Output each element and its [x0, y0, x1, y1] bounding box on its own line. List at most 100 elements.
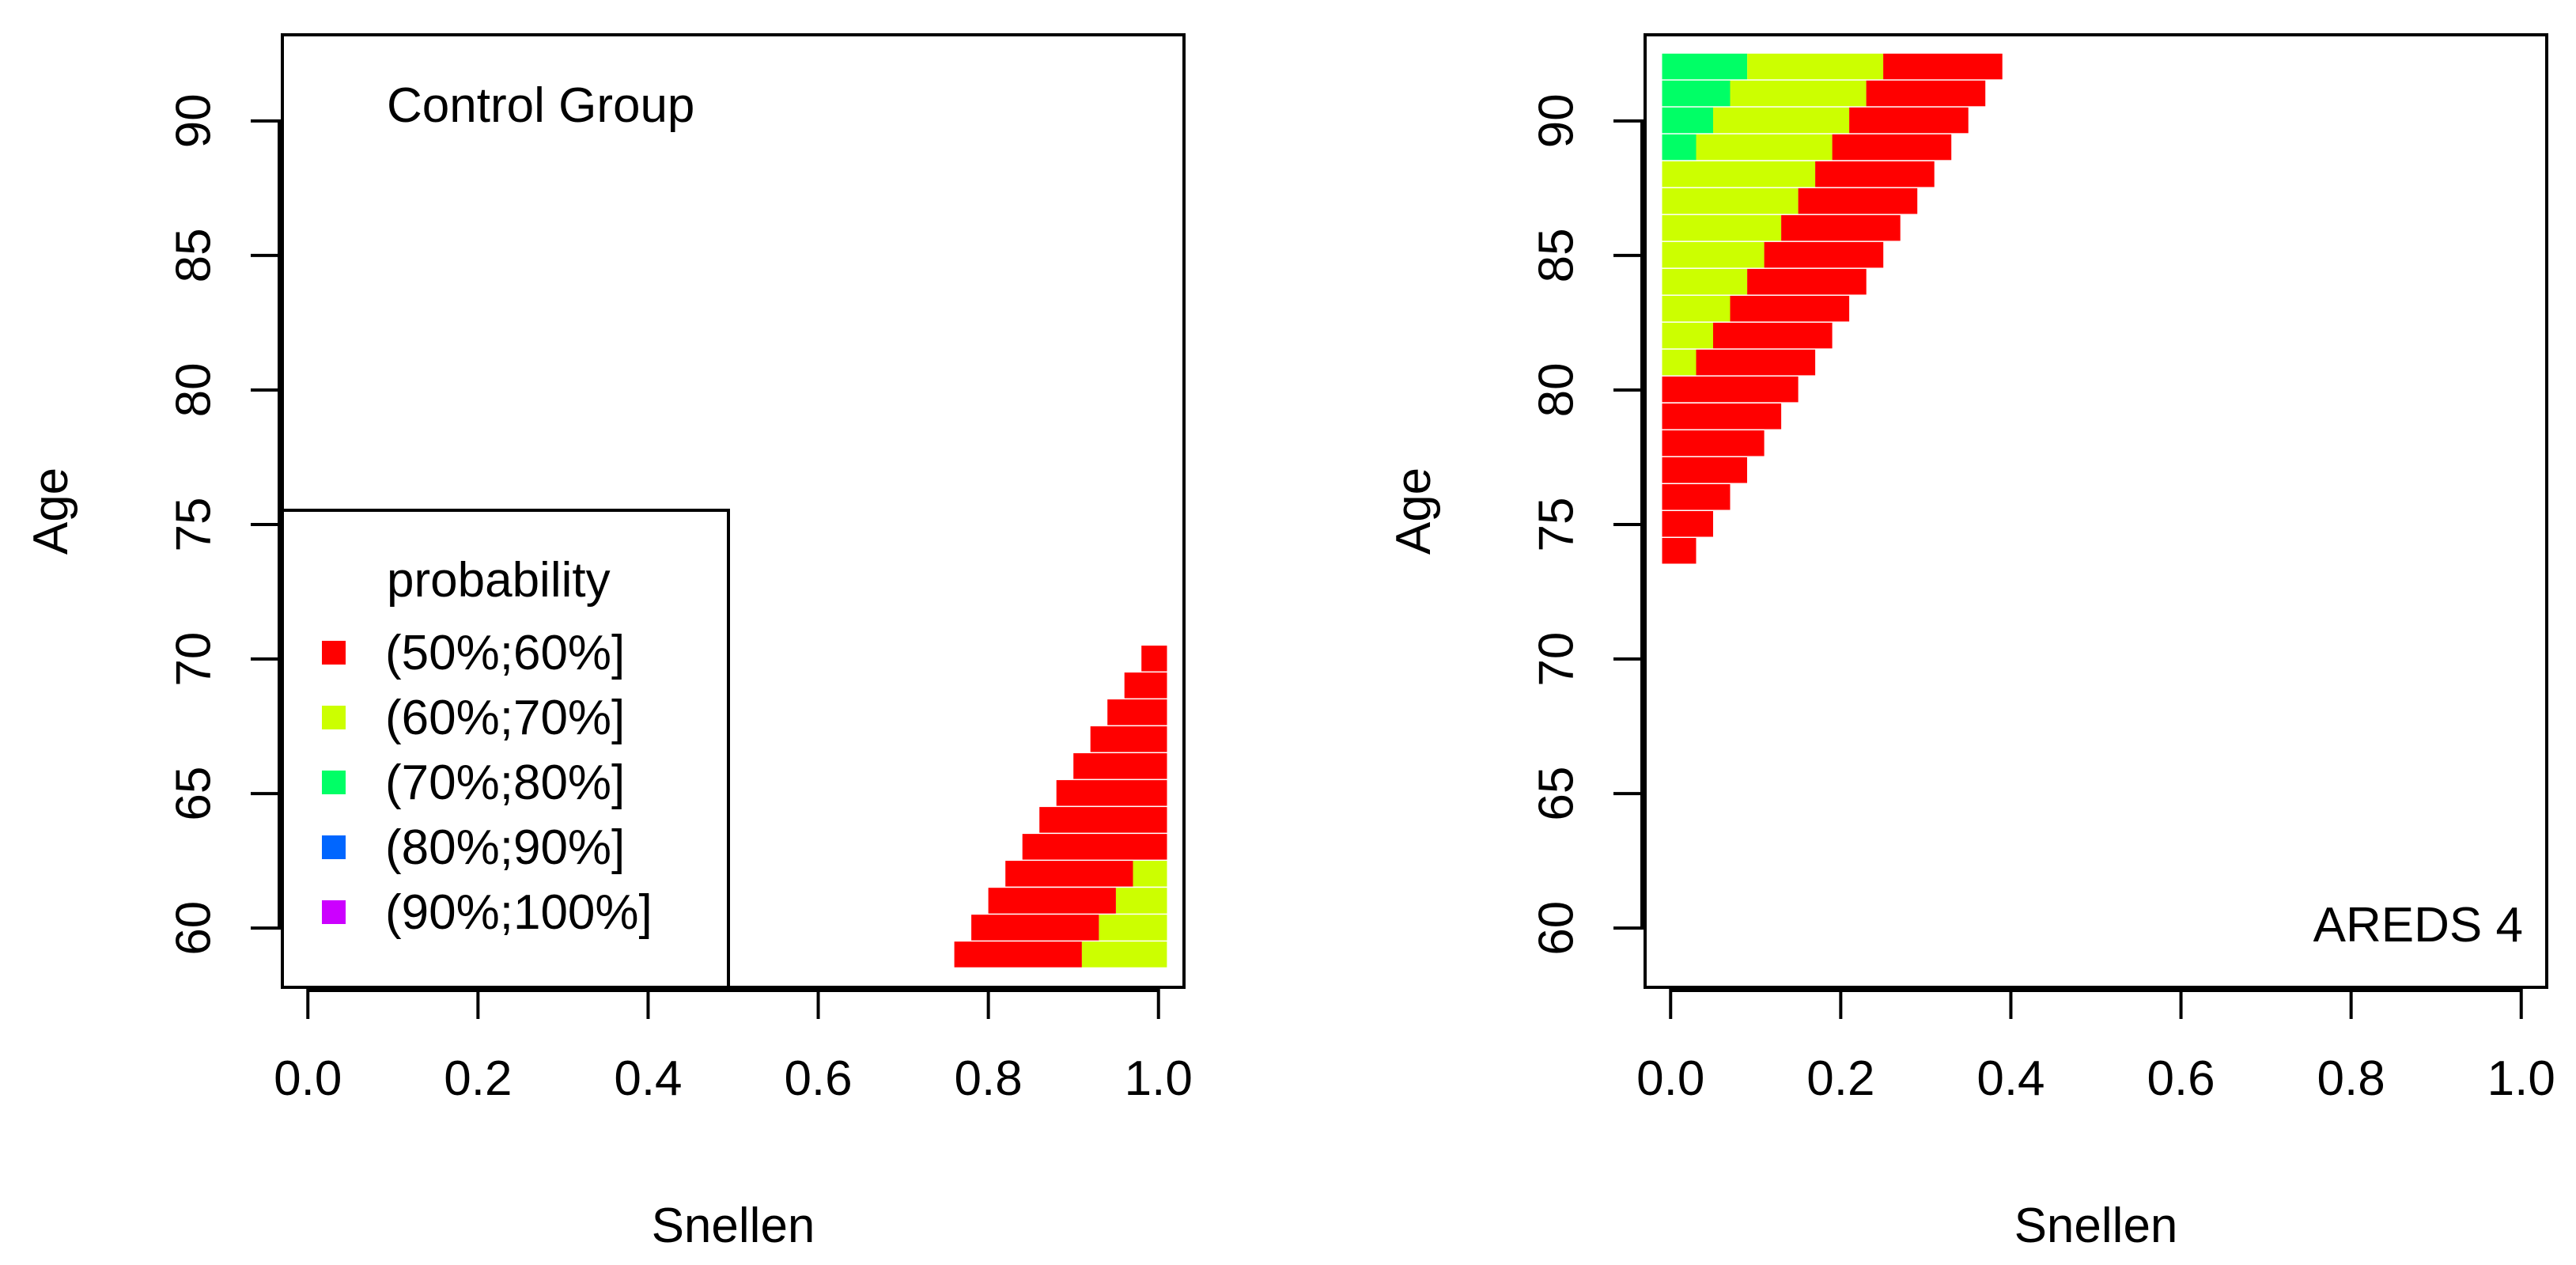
control-group-tile	[1116, 888, 1167, 914]
areds4-tile	[1662, 295, 1731, 322]
legend-entries: (50%;60%] (60%;70%] (70%;80%] (80%;90%] (90%…	[322, 626, 653, 940]
areds4-x-axis: 0.0 0.2 0.4 0.6 0.8 1.0	[1636, 987, 2555, 1106]
areds4-x-tick-label: 0.2	[1806, 1051, 1874, 1106]
control-group-tile	[1124, 672, 1167, 699]
control-group-tile	[1107, 699, 1167, 725]
areds4-y-tick-label: 80	[1530, 362, 1584, 417]
areds4-tile	[1764, 241, 1884, 268]
areds4-tile	[1662, 161, 1816, 187]
areds4-tile	[1662, 134, 1697, 161]
areds4-tile	[1713, 107, 1850, 134]
control-group-x-axis: 0.0 0.2 0.4 0.6 0.8 1.0	[274, 987, 1193, 1106]
areds4-tile	[1883, 53, 2003, 80]
areds4-tile	[1662, 430, 1765, 456]
areds4-tile	[1730, 295, 1850, 322]
areds4-tile	[1662, 376, 1799, 403]
control-group-tile	[1039, 807, 1167, 833]
areds4-y-tick-label: 65	[1530, 767, 1584, 821]
legend-entry-label: (70%;80%]	[385, 756, 625, 810]
areds4-tile	[1662, 214, 1782, 241]
areds4-tile	[1662, 484, 1731, 510]
areds4-tile	[1662, 53, 1747, 80]
control-group-tiles	[954, 646, 1167, 968]
legend-title: probability	[387, 553, 611, 608]
areds4-tile	[1696, 134, 1833, 161]
legend-entry-label: (90%;100%]	[385, 885, 653, 940]
control-group-y-axis-label: Age	[24, 468, 78, 555]
control-group-x-tick-label: 0.0	[274, 1051, 342, 1106]
legend-entry-label: (60%;70%]	[385, 691, 625, 745]
areds4-y-tick-label: 60	[1529, 901, 1583, 956]
control-group-panel: 0.0 0.2 0.4 0.6 0.8 1.0 60 65 70 75 80 85 90 Contro…	[24, 33, 1193, 1253]
legend-box	[281, 509, 730, 989]
areds4-tile	[1849, 107, 1969, 134]
control-group-x-tick-label: 0.4	[614, 1051, 682, 1106]
control-group-tile	[988, 888, 1116, 914]
control-group-label: Control Group	[387, 78, 694, 133]
control-group-x-tick-label: 0.6	[784, 1051, 852, 1106]
areds4-tile	[1781, 214, 1901, 241]
areds4-plot-frame	[1644, 33, 2548, 989]
areds4-tile	[1747, 53, 1884, 80]
areds4-y-tick-label: 90	[1530, 93, 1584, 148]
control-group-x-tick-label: 0.8	[955, 1051, 1023, 1106]
control-group-x-tick-label: 0.2	[444, 1051, 512, 1106]
control-group-tile	[1133, 861, 1167, 887]
areds4-x-tick-label: 1.0	[2487, 1051, 2555, 1106]
areds4-tile	[1662, 80, 1731, 107]
control-group-tile	[1022, 834, 1167, 860]
areds4-tile	[1662, 268, 1747, 295]
areds4-tile	[1662, 538, 1697, 564]
control-group-tile	[1090, 726, 1167, 752]
areds4-tile	[1662, 349, 1697, 376]
areds4-tile	[1866, 80, 1986, 107]
control-group-y-tick-label: 75	[167, 498, 221, 552]
control-group-x-tick-label: 1.0	[1125, 1051, 1193, 1106]
legend-swatch	[322, 771, 346, 794]
areds4-x-axis-label: Snellen	[2014, 1199, 2178, 1253]
areds4-panel: 0.0 0.2 0.4 0.6 0.8 1.0 60 65 70 75 80 85 90 AREDS …	[1386, 33, 2555, 1253]
areds4-y-axis: 60 65 70 75 80 85 90	[1529, 93, 1645, 956]
areds4-tile	[1662, 241, 1765, 268]
areds4-tile	[1832, 134, 1952, 161]
areds4-x-tick-label: 0.4	[1976, 1051, 2045, 1106]
control-group-y-tick-label: 70	[166, 632, 221, 687]
legend-swatch	[322, 641, 346, 665]
areds4-y-tick-label: 85	[1529, 228, 1583, 282]
control-group-tile	[1141, 646, 1167, 672]
control-group-x-axis-label: Snellen	[652, 1199, 815, 1253]
control-group-y-tick-label: 85	[166, 228, 221, 282]
control-group-tile	[1073, 753, 1167, 779]
areds4-tile	[1747, 268, 1867, 295]
areds4-x-tick-label: 0.6	[2147, 1051, 2215, 1106]
control-group-y-tick-label: 65	[167, 767, 221, 821]
areds4-tiles	[1662, 53, 2003, 564]
control-group-tile	[1005, 861, 1133, 887]
control-group-tile	[1099, 915, 1167, 941]
control-group-tile	[954, 941, 1082, 968]
areds4-label: AREDS 4	[2313, 898, 2523, 953]
areds4-x-tick-label: 0.8	[2317, 1051, 2385, 1106]
areds4-tile	[1662, 187, 1799, 214]
control-group-y-tick-label: 60	[166, 901, 221, 956]
legend-swatch	[322, 900, 346, 924]
control-group-tile	[1081, 941, 1167, 968]
control-group-y-tick-label: 80	[167, 362, 221, 417]
legend-swatch	[322, 706, 346, 729]
areds4-tile	[1713, 322, 1833, 349]
areds4-tile	[1662, 403, 1782, 430]
control-group-tile	[1056, 780, 1167, 806]
control-group-y-tick-label: 90	[167, 93, 221, 148]
areds4-tile	[1815, 161, 1935, 187]
areds4-tile	[1696, 349, 1816, 376]
control-group-tile	[971, 915, 1099, 941]
areds4-tile	[1662, 511, 1713, 537]
legend-swatch	[322, 835, 346, 859]
control-group-y-axis: 60 65 70 75 80 85 90	[166, 93, 282, 956]
legend: probability (50%;60%](60%;70%](70%;80%](…	[281, 509, 730, 989]
areds4-tile	[1662, 457, 1747, 483]
areds4-tile	[1798, 187, 1918, 214]
areds4-y-axis-label: Age	[1386, 468, 1441, 555]
areds4-tile	[1730, 80, 1867, 107]
